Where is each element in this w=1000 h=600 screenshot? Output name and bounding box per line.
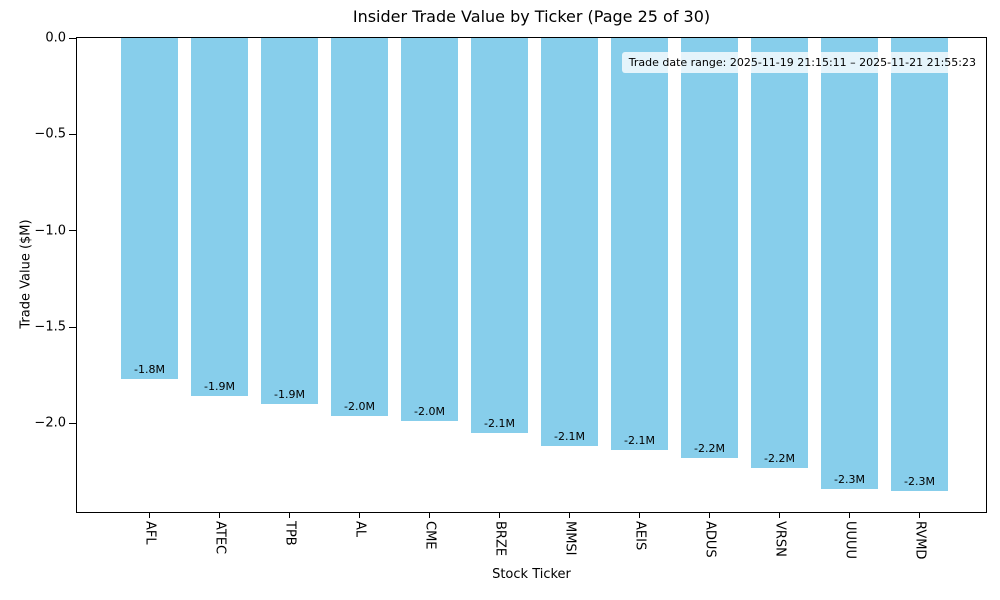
- bar-afl: [121, 38, 178, 380]
- x-tick-label: TPB: [282, 521, 297, 546]
- x-tick-mark: [219, 512, 220, 518]
- bar-uuuu: [821, 38, 878, 489]
- bar-al: [331, 38, 388, 416]
- x-tick-mark: [499, 512, 500, 518]
- bar-vrsn: [751, 38, 808, 468]
- x-tick-label: ADUS: [702, 521, 717, 558]
- x-tick-mark: [359, 512, 360, 518]
- y-tick-label: −2.0: [34, 415, 66, 431]
- bar-value-label: -2.1M: [554, 430, 585, 444]
- y-tick-label: −1.0: [34, 223, 66, 239]
- x-tick-mark: [779, 512, 780, 518]
- y-tick-mark: [69, 133, 76, 135]
- bar-value-label: -2.1M: [484, 417, 515, 430]
- x-tick-label: AFL: [142, 521, 157, 545]
- x-tick-mark: [289, 512, 290, 518]
- y-tick-mark: [69, 37, 76, 39]
- bar-value-label: -2.2M: [694, 442, 725, 456]
- plot-area: Trade date range: 2025-11-19 21:15:11 – …: [34, 31, 987, 559]
- x-axis-label: Stock Ticker: [492, 567, 571, 582]
- x-tick-label: RVMD: [912, 521, 927, 560]
- bar-value-label: -1.9M: [274, 388, 305, 402]
- y-tick-mark: [69, 230, 76, 232]
- y-tick-mark: [69, 422, 76, 424]
- x-tick-label: BRZE: [492, 521, 507, 557]
- x-tick-mark: [569, 512, 570, 518]
- bar-value-label: -2.3M: [834, 472, 865, 486]
- x-tick-mark: [639, 512, 640, 518]
- y-tick-mark: [69, 326, 76, 328]
- y-axis-label: Trade Value ($M): [18, 219, 34, 329]
- x-tick-label: AEIS: [632, 521, 647, 551]
- x-tick-mark: [849, 512, 850, 518]
- bar-cme: [401, 38, 458, 422]
- x-tick-mark: [709, 512, 710, 518]
- x-tick-label: CME: [422, 521, 437, 550]
- bar-mmsi: [541, 38, 598, 447]
- bar-value-label: -2.1M: [624, 434, 655, 448]
- bar-adus: [681, 38, 738, 459]
- x-tick-mark: [149, 512, 150, 518]
- x-tick-mark: [429, 512, 430, 518]
- y-tick-label: −1.5: [34, 319, 66, 335]
- y-tick-label: 0.0: [45, 30, 66, 46]
- bar-value-label: -2.2M: [764, 451, 795, 465]
- bar-value-label: -2.0M: [414, 405, 445, 419]
- bar-value-label: -2.3M: [904, 474, 935, 488]
- x-tick-label: UUUU: [842, 521, 857, 560]
- bar-rvmd: [891, 38, 948, 491]
- x-tick-label: VRSN: [772, 521, 787, 557]
- bar-value-label: -1.9M: [204, 380, 235, 394]
- chart-title: Insider Trade Value by Ticker (Page 25 o…: [352, 7, 711, 26]
- bar-brze: [471, 38, 528, 433]
- x-tick-label: ATEC: [212, 521, 227, 555]
- y-tick-label: −0.5: [34, 126, 66, 142]
- bar-atec: [191, 38, 248, 397]
- bar-aeis: [611, 38, 668, 451]
- trade-date-range-annotation: Trade date range: 2025-11-19 21:15:11 – …: [621, 52, 983, 73]
- bar-value-label: -1.8M: [134, 363, 165, 377]
- bar-value-label: -2.0M: [344, 399, 375, 413]
- x-tick-label: MMSI: [562, 521, 577, 556]
- bar-tpb: [261, 38, 318, 405]
- x-tick-label: AL: [352, 521, 367, 538]
- x-tick-mark: [919, 512, 920, 518]
